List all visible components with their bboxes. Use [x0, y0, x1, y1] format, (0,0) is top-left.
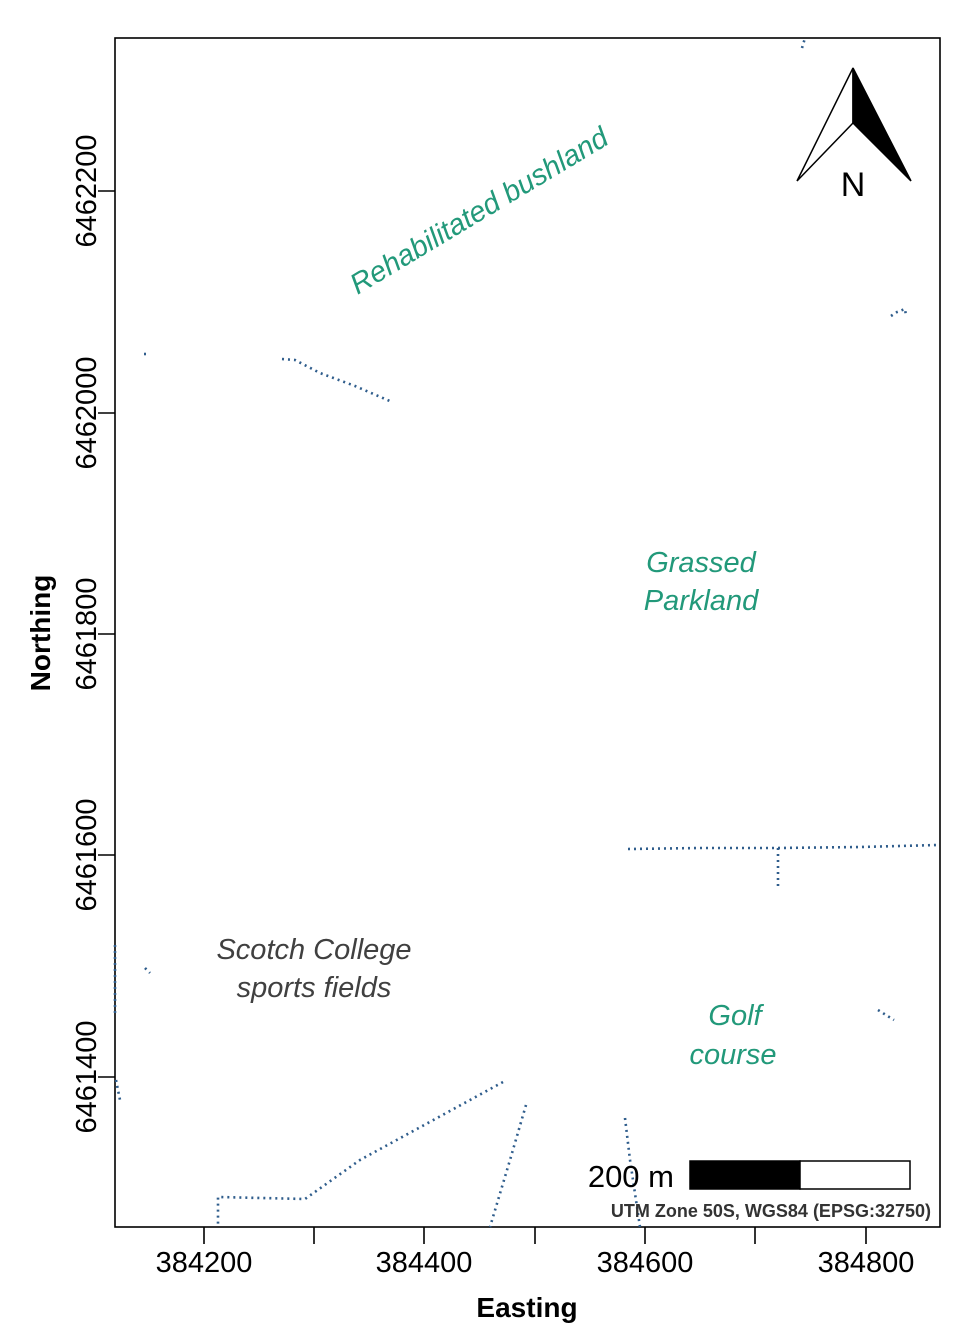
x-tick-label: 384600 [597, 1247, 694, 1279]
y-tick-label: 6462200 [71, 135, 103, 248]
label-golf-course-line2: course [689, 1039, 776, 1071]
y-tick-label: 6461400 [71, 1021, 103, 1134]
map-panel [114, 37, 941, 1228]
path-segment [800, 37, 807, 49]
path-segment [488, 1104, 528, 1228]
path-segment [144, 967, 151, 974]
x-axis-ticks [203, 1227, 867, 1244]
north-arrow-icon: N [796, 67, 912, 204]
label-golf-course-line1: Golf [708, 1000, 764, 1032]
path-network [113, 37, 939, 1228]
label-grassed-parkland-line2: Parkland [644, 585, 759, 617]
label-scotch-college-line1: Scotch College [216, 934, 411, 966]
x-axis-title: Easting [476, 1292, 577, 1323]
crs-note: UTM Zone 50S, WGS84 (EPSG:32750) [611, 1201, 931, 1221]
scale-bar-filled-segment [689, 1160, 801, 1190]
x-tick-label: 384200 [156, 1247, 253, 1279]
scale-bar-label: 200 m [588, 1159, 674, 1194]
y-tick-label: 6461800 [71, 578, 103, 691]
y-tick-label: 6462000 [71, 357, 103, 470]
label-scotch-college-line2: sports fields [237, 972, 392, 1004]
scale-bar-empty-segment [799, 1160, 911, 1190]
label-grassed-parkland-line1: Grassed [646, 547, 756, 579]
path-segment [890, 307, 908, 318]
y-axis-ticks [98, 190, 115, 1078]
path-segment [623, 1117, 642, 1228]
scale-bar: 200 m [588, 1159, 911, 1194]
y-tick-label: 6461600 [71, 799, 103, 912]
x-tick-label: 384400 [376, 1247, 473, 1279]
path-segment [216, 1080, 504, 1227]
path-segment [281, 357, 393, 404]
north-letter: N [841, 166, 866, 204]
x-tick-label: 384800 [818, 1247, 915, 1279]
y-axis-title: Northing [25, 575, 56, 692]
